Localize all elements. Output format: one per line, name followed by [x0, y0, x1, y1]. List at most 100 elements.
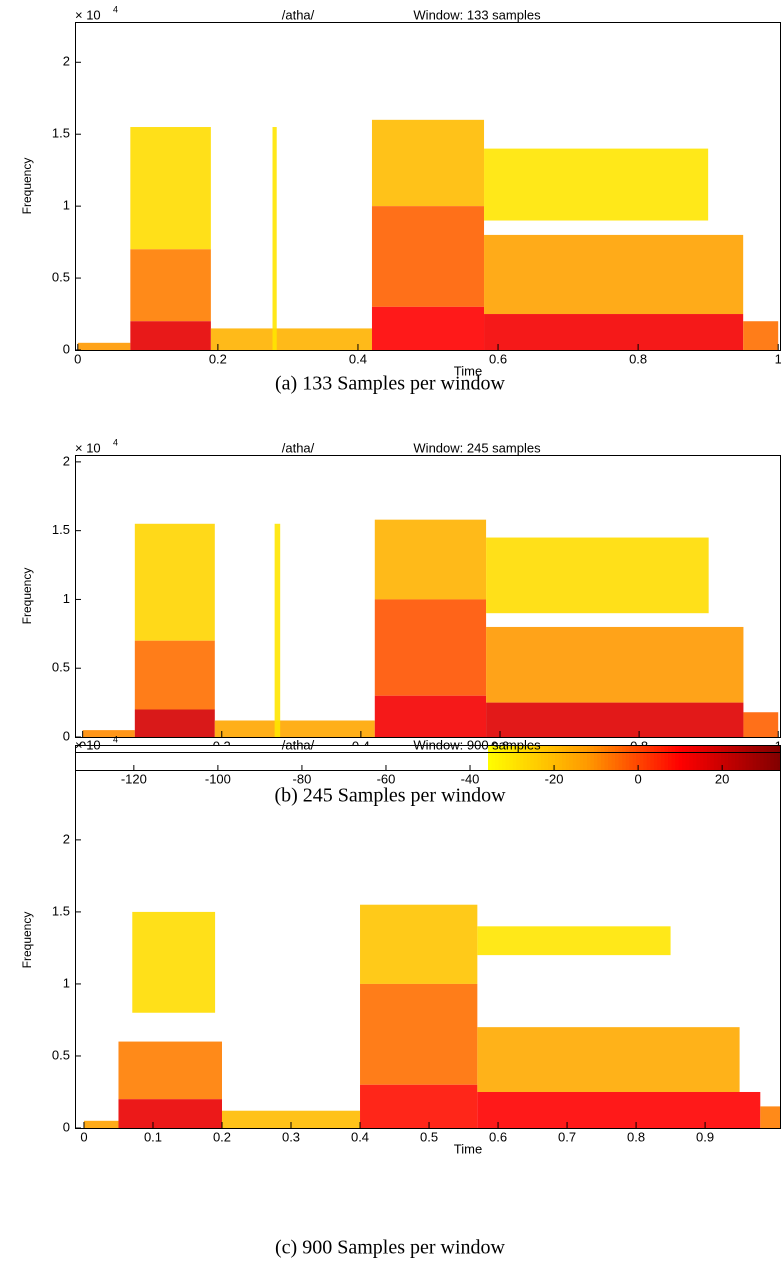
x-tick-label: 0.2 [209, 351, 227, 366]
spectral-region [371, 306, 485, 350]
colorbar-swatch [604, 745, 609, 770]
colorbar-swatch [537, 745, 542, 770]
y-tick-label: 0.5 [52, 660, 70, 675]
x-tick-label: 0.7 [558, 1129, 576, 1144]
colorbar-swatch [417, 745, 422, 770]
colorbar-swatch [572, 745, 577, 770]
spectral-region [477, 1027, 740, 1092]
colorbar-swatch [78, 745, 83, 770]
colorbar-swatch [523, 745, 528, 770]
spectral-region [134, 640, 215, 710]
colorbar-swatch [124, 745, 129, 770]
colorbar-swatch [339, 745, 344, 770]
colorbar-swatch [247, 745, 252, 770]
spectral-region [118, 1041, 222, 1100]
colorbar-swatch [329, 745, 334, 770]
colorbar-swatch [777, 745, 781, 770]
colorbar-swatch [177, 745, 182, 770]
spectral-region [486, 537, 709, 614]
colorbar-swatch [442, 745, 447, 770]
colorbar-swatch [336, 745, 341, 770]
colorbar-swatch [562, 745, 567, 770]
colorbar-swatch [477, 745, 482, 770]
chart-subtitle: Window: 900 samples [413, 737, 541, 752]
colorbar-swatch [745, 745, 750, 770]
spectral-region [484, 148, 709, 221]
colorbar-swatch [435, 745, 440, 770]
colorbar-swatch [724, 745, 729, 770]
colorbar-swatch [159, 745, 164, 770]
colorbar-swatch [297, 745, 302, 770]
x-tick-label: 0.1 [144, 1129, 162, 1144]
x-tick-label: 0.2 [213, 1129, 231, 1144]
colorbar-swatch [149, 745, 154, 770]
colorbar-swatch [307, 745, 313, 770]
y-tick-label: 0 [63, 1119, 70, 1134]
colorbar-swatch [544, 745, 549, 770]
colorbar-swatch [399, 745, 404, 770]
colorbar-swatch [311, 745, 316, 770]
colorbar-swatch [142, 745, 147, 770]
colorbar-swatch [166, 745, 171, 770]
chart-title: /atha/ [282, 7, 315, 22]
colorbar-swatch [205, 745, 210, 770]
colorbar-swatch [509, 745, 514, 770]
x-tick-label: 0.8 [627, 1129, 645, 1144]
colorbar-swatch [251, 745, 256, 770]
x-tick-label: 0.6 [489, 1129, 507, 1144]
colorbar-swatch [505, 745, 510, 770]
spectral-region [82, 730, 135, 737]
colorbar-swatch [678, 745, 683, 770]
colorbar-swatch [357, 745, 362, 770]
colorbar-swatch [403, 745, 408, 770]
colorbar-tick-label: -40 [461, 771, 480, 786]
colorbar-swatch [209, 745, 214, 770]
chart-subtitle: Window: 245 samples [413, 440, 541, 455]
colorbar-swatch [766, 745, 771, 770]
colorbar-swatch [551, 745, 556, 770]
colorbar-swatch [293, 745, 298, 770]
colorbar-swatch [120, 745, 125, 770]
colorbar-swatch [495, 745, 500, 770]
spectral-region [132, 911, 216, 1013]
spectral-region [743, 712, 779, 737]
colorbar-swatch [498, 745, 503, 770]
colorbar-swatch [389, 745, 394, 770]
spectral-region [743, 321, 779, 350]
colorbar-swatch [375, 745, 380, 770]
colorbar-swatch [413, 745, 418, 770]
colorbar-swatch [720, 745, 726, 770]
y-tick-label: 2 [63, 831, 70, 846]
colorbar-swatch [406, 745, 411, 770]
colorbar-swatch [660, 745, 666, 770]
spectral-region [374, 599, 487, 696]
spectral-region [130, 127, 211, 250]
colorbar-swatch [488, 745, 493, 770]
spectral-region [83, 1120, 119, 1128]
colorbar-swatch [96, 745, 101, 770]
y-tick-label: 1 [63, 198, 70, 213]
caption: (a) 133 Samples per window [275, 373, 506, 395]
colorbar-swatch [195, 745, 200, 770]
colorbar-swatch [530, 745, 535, 770]
x-tick-label: 0.4 [349, 351, 367, 366]
colorbar-swatch [703, 745, 708, 770]
spectral-region [118, 1099, 222, 1128]
colorbar-swatch [103, 745, 108, 770]
colorbar-swatch [773, 745, 778, 770]
colorbar-swatch [756, 745, 761, 770]
colorbar-swatch [202, 745, 207, 770]
colorbar-swatch [269, 745, 274, 770]
colorbar-tick-label: -120 [121, 771, 147, 786]
y-exponent: 4 [113, 4, 118, 14]
colorbar-swatch [170, 745, 175, 770]
colorbar-swatch [184, 745, 189, 770]
colorbar-swatch [600, 745, 605, 770]
colorbar-swatch [428, 745, 433, 770]
colorbar-swatch [226, 745, 231, 770]
colorbar-swatch [163, 745, 168, 770]
colorbar-swatch [664, 745, 669, 770]
colorbar-swatch [240, 745, 245, 770]
colorbar-swatch [445, 745, 450, 770]
